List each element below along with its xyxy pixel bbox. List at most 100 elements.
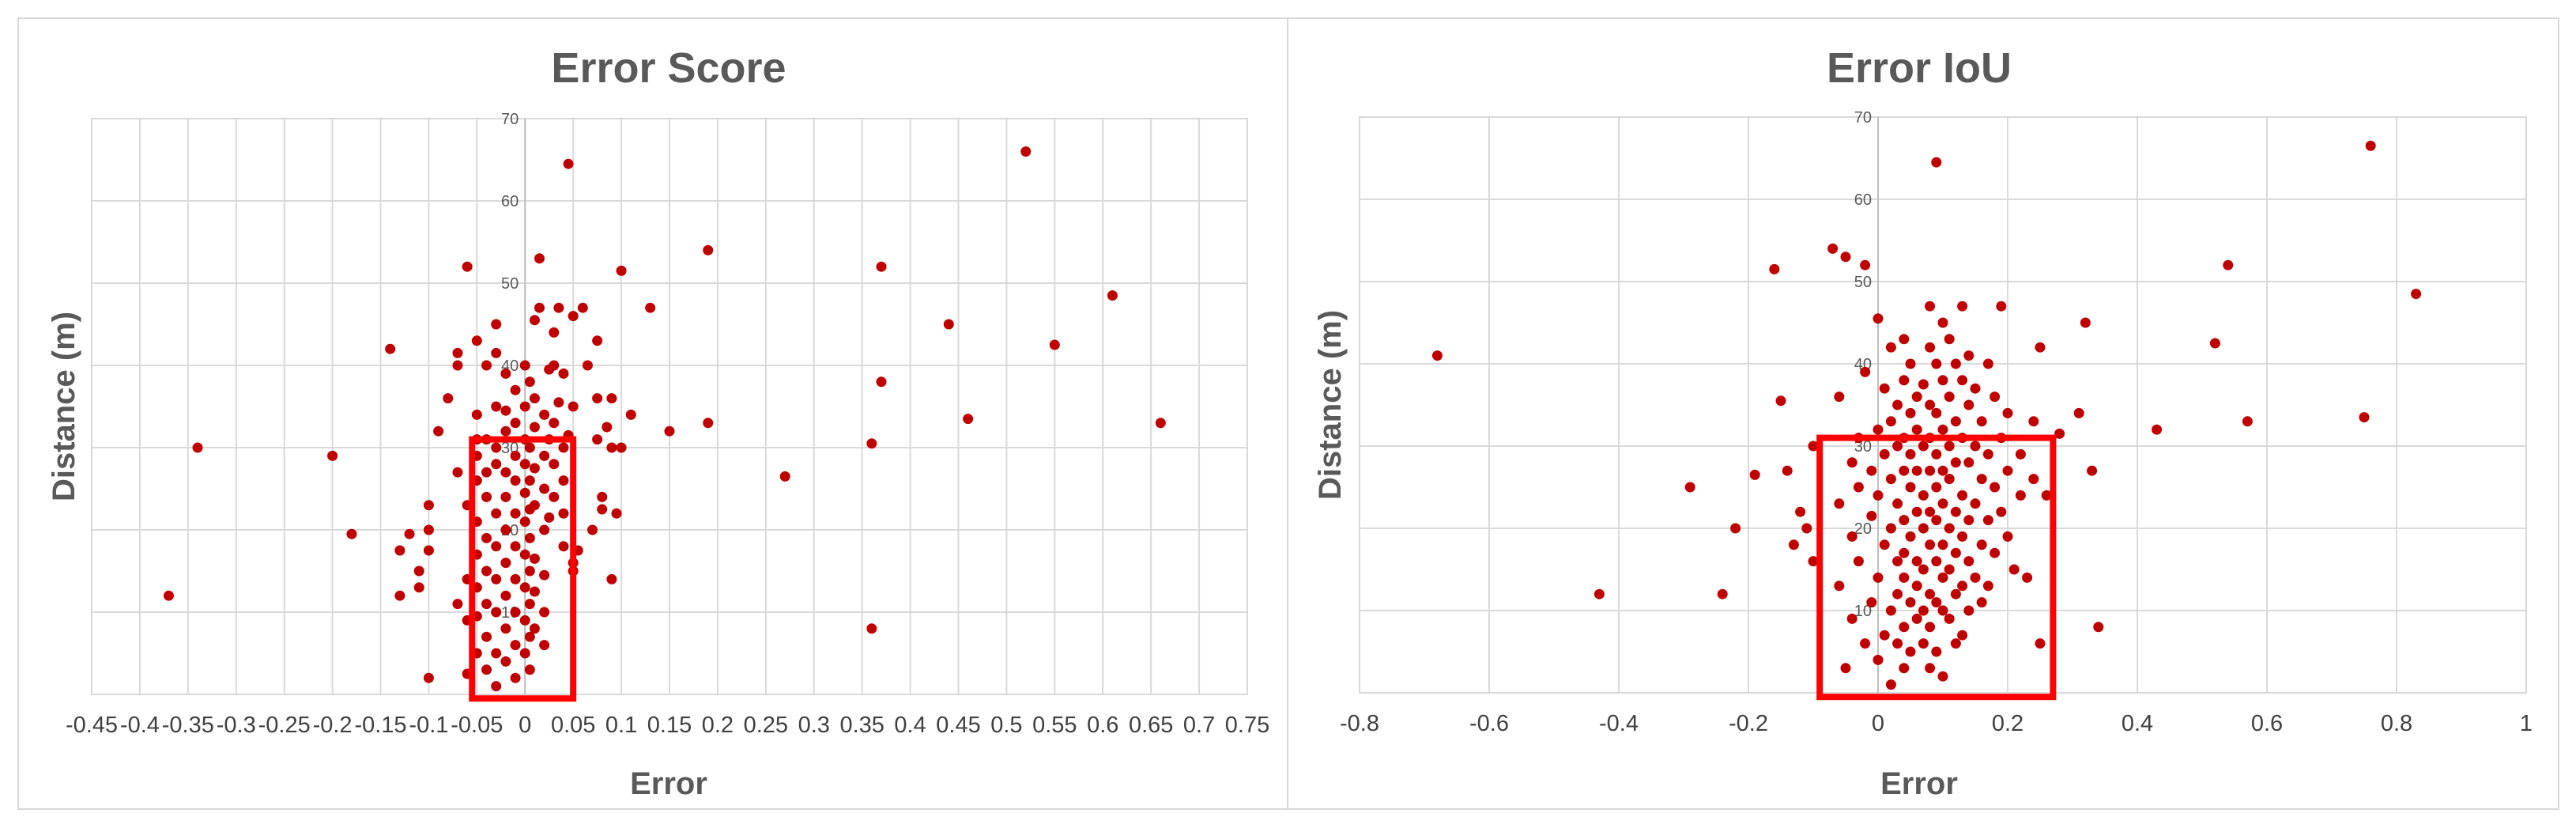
data-point	[1982, 515, 1993, 526]
data-point	[1885, 523, 1896, 534]
data-point	[1827, 243, 1839, 254]
data-point	[471, 335, 482, 346]
data-point	[606, 442, 617, 453]
data-point	[568, 401, 579, 412]
data-point	[1873, 572, 1884, 583]
data-point	[1918, 638, 1929, 649]
x-tick-label: 0.2	[1992, 711, 2023, 736]
data-point	[1931, 515, 1942, 526]
x-tick-label: 0.6	[2251, 711, 2283, 736]
data-point	[1899, 572, 1910, 583]
data-point	[1801, 523, 1812, 534]
data-point	[519, 615, 530, 626]
data-point	[549, 360, 560, 371]
data-point	[2002, 531, 2013, 542]
data-point	[1905, 448, 1916, 459]
data-point	[1684, 482, 1695, 493]
data-point	[1925, 465, 1936, 476]
data-point	[1931, 646, 1942, 657]
data-point	[192, 442, 203, 453]
x-tick-label: -0.4	[120, 713, 160, 738]
data-point	[519, 549, 530, 560]
data-point	[1937, 375, 1948, 386]
data-point	[1911, 465, 1922, 476]
data-point	[510, 508, 521, 519]
data-point	[529, 553, 540, 564]
x-tick-label: 1	[2520, 711, 2533, 736]
data-point	[1775, 395, 1786, 407]
data-point	[1937, 424, 1948, 435]
data-point	[1925, 506, 1936, 517]
chart-title: Error IoU	[1827, 44, 2012, 92]
x-tick-label: 0.05	[551, 713, 595, 738]
data-point	[385, 343, 396, 354]
data-point	[1970, 383, 1981, 394]
data-point	[2365, 140, 2376, 151]
data-point	[1944, 564, 1955, 575]
x-tick-label: 0.4	[894, 713, 926, 738]
y-axis-title: Distance (m)	[1313, 310, 1348, 500]
data-point	[2080, 317, 2091, 328]
data-point	[1873, 424, 1884, 435]
data-point	[866, 623, 877, 634]
data-point	[481, 360, 492, 371]
data-point	[2087, 465, 2098, 476]
data-point	[510, 607, 521, 618]
data-point	[452, 360, 463, 371]
data-point	[1925, 301, 1936, 312]
data-point	[519, 487, 530, 498]
data-point	[524, 664, 535, 675]
x-tick-label: 0.4	[2122, 711, 2153, 736]
data-point	[481, 532, 492, 543]
data-point	[1899, 334, 1910, 345]
data-point	[1905, 407, 1916, 418]
data-point	[597, 491, 608, 502]
x-tick-label: -0.15	[354, 713, 406, 738]
data-point	[1937, 605, 1948, 616]
data-point	[539, 409, 550, 420]
data-point	[1860, 259, 1871, 270]
data-point	[1982, 358, 1993, 369]
data-point	[1905, 358, 1916, 369]
data-point	[1944, 334, 1955, 345]
data-point	[1957, 581, 1968, 592]
data-point	[1899, 465, 1910, 476]
data-point	[1911, 424, 1922, 435]
x-axis-title: Error	[1880, 766, 1958, 801]
data-point	[1866, 510, 1877, 521]
data-point	[1885, 679, 1896, 690]
data-point	[1593, 588, 1605, 599]
data-point	[1944, 613, 1955, 624]
data-point	[1950, 457, 1961, 468]
data-point	[1944, 474, 1955, 485]
x-tick-label: -0.4	[1599, 711, 1639, 736]
highlight-box	[1816, 434, 2057, 701]
y-tick-label: 70	[1854, 109, 1872, 127]
data-point	[544, 512, 555, 523]
data-point	[500, 623, 511, 634]
data-point	[1925, 539, 1936, 550]
data-point	[1020, 146, 1032, 157]
data-point	[500, 425, 511, 437]
data-point	[1899, 547, 1910, 558]
data-point	[549, 459, 560, 470]
data-point	[597, 504, 608, 515]
data-point	[539, 640, 550, 651]
data-point	[1879, 539, 1890, 550]
data-point	[1925, 622, 1936, 633]
data-point	[539, 607, 550, 618]
data-point	[1899, 663, 1910, 674]
y-tick-label: 70	[501, 111, 519, 128]
data-point	[452, 347, 463, 358]
data-point	[1899, 622, 1910, 633]
data-point	[943, 319, 954, 330]
data-point	[606, 393, 617, 404]
data-point	[1937, 572, 1948, 583]
data-point	[1950, 547, 1961, 558]
data-point	[491, 607, 502, 618]
data-point	[519, 401, 530, 412]
data-point	[1853, 556, 1864, 567]
data-point	[443, 393, 454, 404]
data-point	[2054, 428, 2065, 439]
data-point	[519, 582, 530, 593]
